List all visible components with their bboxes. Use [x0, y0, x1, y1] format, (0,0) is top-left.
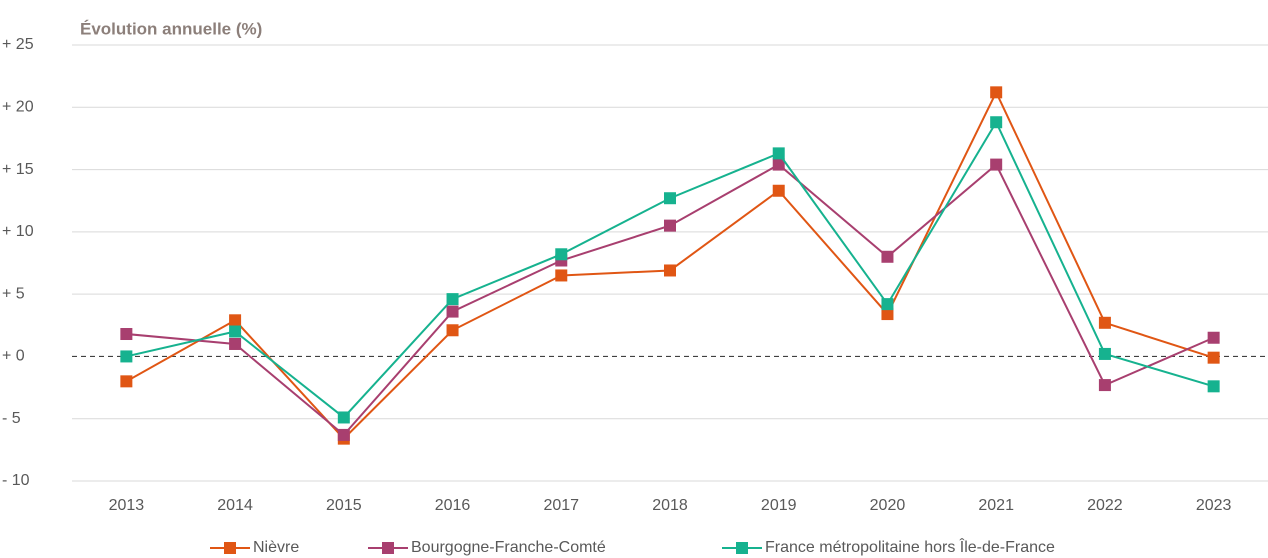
- y-tick-label: + 15: [2, 161, 34, 178]
- y-tick-label: + 20: [2, 99, 34, 116]
- marker: [990, 158, 1003, 171]
- marker: [337, 428, 350, 441]
- marker: [446, 293, 459, 306]
- marker: [1098, 316, 1111, 329]
- marker: [337, 411, 350, 424]
- marker: [772, 147, 785, 160]
- marker: [772, 184, 785, 197]
- marker: [446, 324, 459, 337]
- y-tick-label: - 5: [2, 410, 21, 427]
- x-tick-label: 2022: [1087, 497, 1123, 514]
- marker: [229, 325, 242, 338]
- y-tick-label: + 25: [2, 36, 34, 53]
- marker: [555, 269, 568, 282]
- legend-label: Bourgogne-Franche-Comté: [411, 539, 606, 556]
- legend-label: Nièvre: [253, 539, 299, 556]
- marker: [881, 298, 894, 311]
- legend-label: France métropolitaine hors Île-de-France: [765, 537, 1055, 556]
- marker: [1207, 380, 1220, 393]
- marker: [120, 375, 133, 388]
- legend-marker: [224, 542, 236, 554]
- marker: [446, 305, 459, 318]
- x-tick-label: 2023: [1196, 497, 1232, 514]
- marker: [555, 248, 568, 261]
- x-tick-label: 2018: [652, 497, 688, 514]
- marker: [881, 250, 894, 263]
- marker: [229, 314, 242, 327]
- marker: [990, 86, 1003, 99]
- x-tick-label: 2019: [761, 497, 797, 514]
- x-tick-label: 2020: [870, 497, 906, 514]
- marker: [772, 158, 785, 171]
- x-tick-label: 2015: [326, 497, 362, 514]
- marker: [664, 219, 676, 232]
- x-tick-label: 2016: [435, 497, 471, 514]
- marker: [1207, 351, 1220, 364]
- marker: [664, 264, 676, 277]
- marker: [120, 328, 133, 341]
- x-tick-label: 2014: [217, 497, 253, 514]
- y-tick-label: + 0: [2, 348, 25, 365]
- marker: [990, 116, 1003, 129]
- series-line: [126, 162, 1215, 437]
- marker: [664, 192, 676, 205]
- marker: [1098, 379, 1111, 392]
- y-tick-label: + 5: [2, 285, 25, 302]
- chart-title: Évolution annuelle (%): [80, 19, 262, 38]
- legend-marker: [382, 542, 394, 554]
- y-tick-label: - 10: [2, 472, 30, 489]
- x-tick-label: 2017: [543, 497, 579, 514]
- marker: [881, 308, 894, 321]
- x-tick-label: 2021: [978, 497, 1014, 514]
- marker: [1207, 331, 1220, 344]
- marker: [120, 350, 133, 363]
- legend-marker: [736, 542, 748, 554]
- marker: [1098, 347, 1111, 360]
- y-tick-label: + 10: [2, 223, 34, 240]
- marker: [229, 337, 242, 350]
- x-tick-label: 2013: [109, 497, 145, 514]
